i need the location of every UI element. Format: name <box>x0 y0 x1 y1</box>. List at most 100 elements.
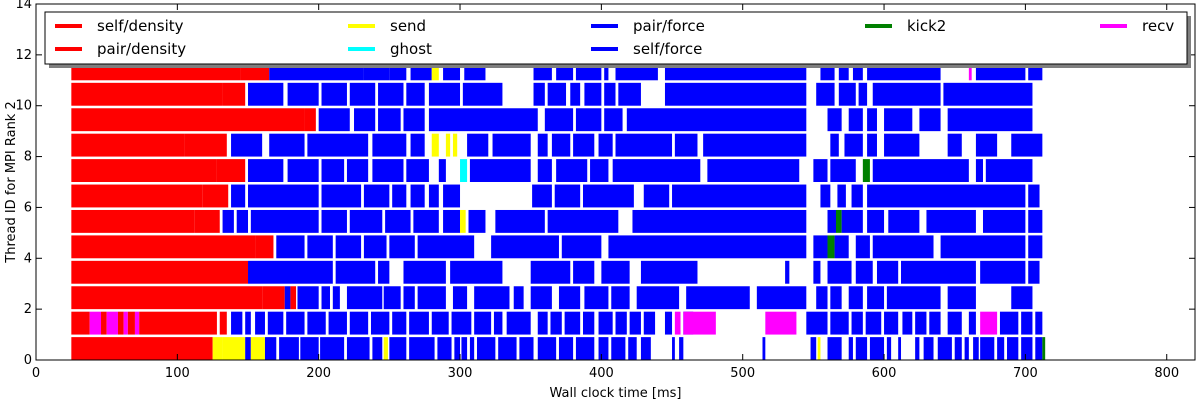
task-bar <box>940 235 1026 259</box>
task-bar <box>236 209 249 233</box>
task-bar <box>544 108 574 132</box>
task-bar <box>321 286 330 310</box>
task-bar <box>321 184 362 208</box>
task-bar <box>867 209 885 233</box>
task-bar <box>248 82 284 106</box>
task-bar <box>1028 235 1043 259</box>
task-bar <box>532 184 552 208</box>
task-bar <box>71 260 249 284</box>
task-bar <box>626 108 807 132</box>
task-bar <box>837 184 846 208</box>
task-bar <box>460 159 468 182</box>
task-bar <box>346 159 369 182</box>
task-bar <box>923 337 934 360</box>
task-bar <box>255 235 274 259</box>
y-axis-label: Thread ID for MPI Rank 2 <box>4 101 19 263</box>
task-bar <box>460 209 466 233</box>
task-bar <box>392 311 407 335</box>
task-bar <box>982 209 1026 233</box>
task-bar <box>813 235 828 259</box>
task-bar <box>321 209 347 233</box>
task-bar <box>279 337 299 360</box>
task-bar <box>1021 337 1033 360</box>
legend: self/density pair/density send ghost pair/fo… <box>44 11 1191 68</box>
task-bar <box>346 337 370 360</box>
task-bar <box>438 159 446 182</box>
task-bar <box>947 311 962 335</box>
task-bar <box>506 311 531 335</box>
task-bar <box>573 133 595 157</box>
task-bar <box>915 311 927 335</box>
task-bar <box>664 311 673 335</box>
task-bar <box>378 82 404 106</box>
task-bar <box>287 82 319 106</box>
task-bar <box>707 159 800 182</box>
task-bar <box>286 311 305 335</box>
task-bar <box>575 337 595 360</box>
task-bar <box>615 311 627 335</box>
task-bar <box>248 260 333 284</box>
task-bar <box>817 337 821 360</box>
task-bar <box>378 108 401 132</box>
task-bar <box>231 184 246 208</box>
task-bar <box>598 337 609 360</box>
task-bar <box>71 133 185 157</box>
task-bar <box>410 133 425 157</box>
task-bar <box>844 133 863 157</box>
task-bar <box>852 57 863 81</box>
task-bar <box>231 133 263 157</box>
task-bar <box>451 311 472 335</box>
task-bar <box>926 209 976 233</box>
task-bar <box>248 184 319 208</box>
task-bar <box>335 260 376 284</box>
task-bar <box>409 311 429 335</box>
task-bar <box>537 337 557 360</box>
task-bar <box>452 133 458 157</box>
task-bar <box>245 311 251 335</box>
task-bar <box>537 133 548 157</box>
task-bar <box>469 159 531 182</box>
task-bar <box>584 286 609 310</box>
task-bar <box>349 209 383 233</box>
task-bar <box>813 260 821 284</box>
task-bar <box>785 260 790 284</box>
task-bar <box>886 337 892 360</box>
task-bar <box>321 82 347 106</box>
task-bar <box>1011 133 1043 157</box>
task-bar <box>372 337 383 360</box>
task-bar <box>964 337 969 360</box>
task-bar <box>598 311 613 335</box>
task-bar <box>929 311 941 335</box>
task-bar <box>389 235 415 259</box>
task-bar <box>222 82 246 106</box>
task-bar <box>584 82 602 106</box>
task-bar <box>975 159 983 182</box>
task-bar <box>947 133 962 157</box>
task-bar <box>968 311 976 335</box>
task-bar <box>410 184 425 208</box>
task-bar <box>858 82 868 106</box>
task-bar <box>820 184 831 208</box>
task-bar <box>335 235 362 259</box>
task-bar <box>248 159 284 182</box>
task-bar <box>618 82 641 106</box>
task-bar <box>378 260 390 284</box>
task-bar <box>428 82 461 106</box>
x-tick-label: 500 <box>730 366 755 381</box>
task-bar <box>491 235 559 259</box>
task-bar <box>813 159 828 182</box>
task-bar <box>1035 337 1043 360</box>
task-bar <box>403 108 425 132</box>
x-tick-label: 300 <box>448 366 473 381</box>
task-bar <box>867 133 877 157</box>
y-tick-label: 10 <box>15 99 32 114</box>
task-bar <box>474 311 492 335</box>
task-bar <box>467 133 489 157</box>
task-bar <box>428 108 538 132</box>
task-bar <box>901 260 976 284</box>
task-bar <box>862 159 870 182</box>
task-bar <box>884 311 899 335</box>
task-bar <box>838 82 856 106</box>
task-bar <box>468 209 486 233</box>
